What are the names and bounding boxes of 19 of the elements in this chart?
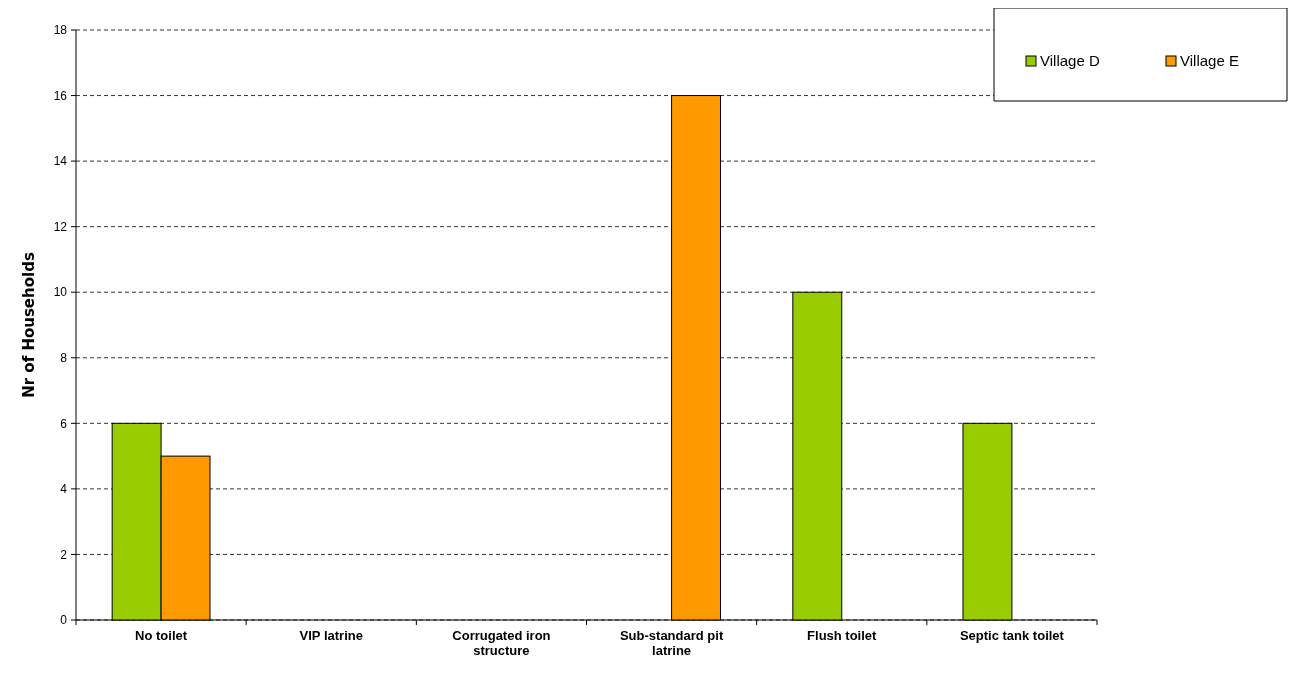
y-tick-label: 10 xyxy=(53,285,68,300)
y-tick-label: 4 xyxy=(60,482,68,497)
y-tick-label: 18 xyxy=(53,23,68,38)
x-tick-label: VIP latrine xyxy=(299,628,363,643)
y-tick-label: 8 xyxy=(60,350,68,365)
x-tick-label: No toilet xyxy=(135,628,188,643)
x-tick-label: Septic tank toilet xyxy=(959,628,1065,643)
y-tick-label: 14 xyxy=(53,154,68,169)
legend-label: Village D xyxy=(1040,52,1100,70)
y-tick-label: 0 xyxy=(60,613,68,628)
y-axis-title: Nr of Households xyxy=(20,252,38,398)
legend-label: Village E xyxy=(1180,52,1239,70)
y-tick-label: 16 xyxy=(53,88,68,103)
x-tick-label: Sub-standard pit latrine xyxy=(619,628,724,658)
x-tick-label: Corrugated iron structure xyxy=(452,628,551,658)
y-tick-label: 12 xyxy=(53,219,68,234)
x-tick-label: Flush toilet xyxy=(807,628,878,643)
y-tick-label: 2 xyxy=(60,547,68,562)
y-tick-label: 6 xyxy=(60,416,68,431)
